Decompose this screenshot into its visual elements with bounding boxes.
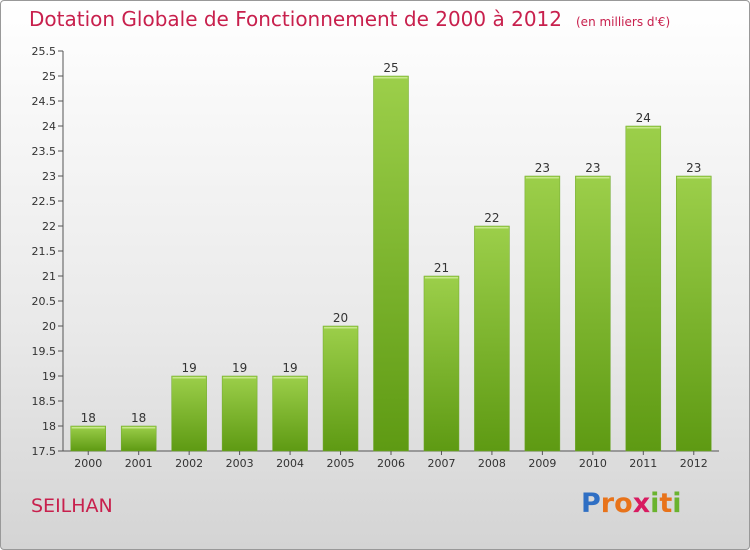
y-tick-label: 22.5 (32, 195, 57, 208)
logo-letter: o (614, 488, 633, 519)
data-label-2003: 19 (232, 361, 247, 375)
logo-letter: i (650, 488, 660, 519)
data-label-2006: 25 (383, 61, 398, 75)
logo-letter: P (581, 488, 601, 519)
bar-highlight (122, 427, 156, 429)
data-label-2005: 20 (333, 311, 348, 325)
x-tick-label-2004: 2004 (276, 457, 304, 470)
bar-highlight (273, 377, 307, 379)
data-label-2001: 18 (131, 411, 146, 425)
commune-name: SEILHAN (31, 495, 113, 517)
y-tick-label: 17.5 (32, 445, 57, 458)
logo-letter: i (672, 488, 682, 519)
bar-highlight (475, 227, 509, 229)
bar-highlight (374, 77, 408, 79)
bar-2004 (272, 375, 308, 452)
bar-highlight (172, 377, 206, 379)
bar-2007 (423, 275, 460, 452)
data-label-2009: 23 (535, 161, 550, 175)
logo-letter: r (600, 488, 615, 519)
bar-highlight (626, 127, 660, 129)
y-tick-label: 19.5 (32, 345, 57, 358)
x-tick-label-2005: 2005 (327, 457, 355, 470)
bar-highlight (223, 377, 257, 379)
bar-highlight (677, 177, 711, 179)
y-tick-label: 18 (42, 420, 56, 433)
data-label-2011: 24 (636, 111, 651, 125)
data-label-2000: 18 (81, 411, 96, 425)
bar-2009 (524, 175, 561, 452)
x-tick-label-2012: 2012 (680, 457, 708, 470)
proxiti-logo: Proxiti (581, 488, 682, 519)
y-tick-label: 22 (42, 220, 56, 233)
data-label-2002: 19 (182, 361, 197, 375)
x-tick-label-2002: 2002 (175, 457, 203, 470)
x-tick-label-2003: 2003 (226, 457, 254, 470)
data-label-2010: 23 (585, 161, 600, 175)
bar-highlight (71, 427, 105, 429)
x-tick-label-2006: 2006 (377, 457, 405, 470)
bar-2008 (474, 225, 510, 452)
y-tick-label: 21 (42, 270, 56, 283)
y-tick-label: 23 (42, 170, 56, 183)
y-tick-label: 25.5 (32, 45, 57, 58)
y-tick-label: 19 (42, 370, 56, 383)
x-tick-label-2000: 2000 (74, 457, 102, 470)
bar-highlight (324, 327, 358, 329)
bar-2002 (171, 375, 207, 452)
y-tick-label: 21.5 (32, 245, 57, 258)
x-tick-label-2009: 2009 (528, 457, 556, 470)
bar-2005 (322, 325, 359, 452)
y-tick-label: 24.5 (32, 95, 57, 108)
y-tick-label: 20.5 (32, 295, 57, 308)
bar-2011 (625, 125, 662, 452)
bar-highlight (525, 177, 559, 179)
y-tick-label: 23.5 (32, 145, 57, 158)
data-label-2004: 19 (282, 361, 297, 375)
chart-subtitle: (en milliers d'€) (576, 15, 671, 29)
chart-title: Dotation Globale de Fonctionnement de 20… (29, 7, 670, 31)
y-tick-label: 24 (42, 120, 56, 133)
y-tick-label: 25 (42, 70, 56, 83)
y-tick-label: 18.5 (32, 395, 57, 408)
y-tick-label: 20 (42, 320, 56, 333)
bar-2010 (575, 175, 611, 452)
bar-2001 (120, 425, 157, 452)
bar-2000 (70, 425, 106, 452)
bar-2003 (221, 375, 258, 452)
logo-letter: t (659, 488, 673, 519)
bar-2006 (373, 75, 409, 452)
data-label-2008: 22 (484, 211, 499, 225)
logo-letter: x (632, 488, 651, 519)
bar-highlight (424, 277, 458, 279)
x-tick-label-2010: 2010 (579, 457, 607, 470)
bar-2012 (676, 175, 712, 452)
x-tick-label-2008: 2008 (478, 457, 506, 470)
data-label-2012: 23 (686, 161, 701, 175)
data-label-2007: 21 (434, 261, 449, 275)
chart-title-text: Dotation Globale de Fonctionnement de 20… (29, 7, 562, 31)
x-tick-label-2011: 2011 (629, 457, 657, 470)
x-tick-label-2001: 2001 (125, 457, 153, 470)
x-tick-label-2007: 2007 (427, 457, 455, 470)
bar-highlight (576, 177, 610, 179)
